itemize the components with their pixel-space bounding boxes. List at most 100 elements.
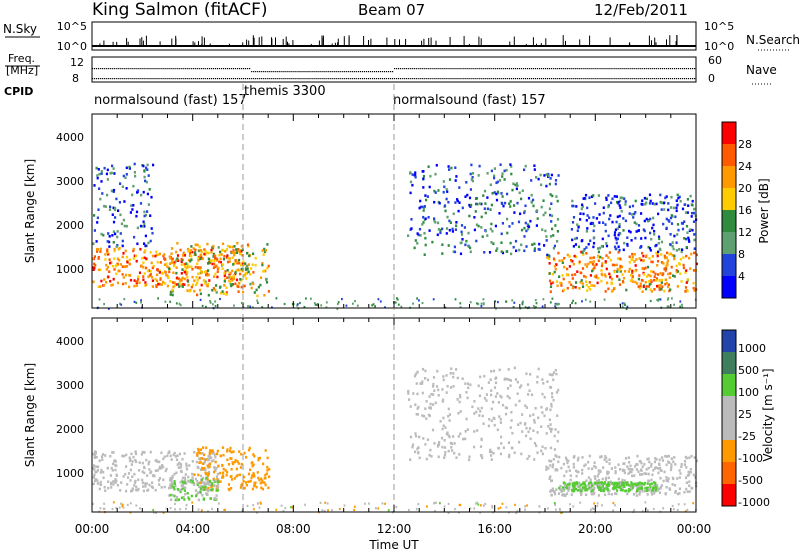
velocity-echo-cell — [555, 391, 559, 394]
velocity-echo-cell — [685, 481, 688, 484]
velocity-echo-cell — [447, 434, 450, 437]
freq-point — [547, 68, 549, 70]
velocity-echo-cell — [526, 457, 529, 461]
velocity-echo-cell — [550, 427, 553, 431]
power-colorbar-label: Power [dB] — [757, 178, 771, 243]
power-echo-cell — [155, 253, 158, 257]
velocity-echo-cell — [208, 454, 211, 457]
power-echo-cell — [536, 217, 539, 220]
nave-point — [357, 78, 359, 80]
velocity-echo-cell — [94, 478, 97, 481]
power-echo-cell — [108, 258, 111, 261]
power-echo-cell — [523, 235, 526, 238]
nave-point — [311, 78, 313, 80]
velocity-echo-cell — [450, 446, 453, 449]
power-echo-cell — [523, 249, 526, 253]
velocity-echo-cell — [652, 489, 655, 492]
velocity-echo-cell — [119, 489, 122, 492]
power-echo-cell — [158, 271, 161, 274]
velocity-echo-cell — [456, 376, 459, 380]
velocity-echo-cell — [593, 464, 596, 468]
freq-point — [408, 68, 410, 70]
velocity-echo-cell — [206, 493, 209, 496]
velocity-echo-cell — [690, 454, 693, 458]
power-echo-cell — [641, 267, 644, 270]
nave-point — [265, 78, 267, 80]
power-colorbar-swatch — [722, 276, 736, 299]
power-echo-cell — [648, 283, 651, 286]
nave-point — [172, 78, 174, 80]
velocity-echo-cell — [257, 502, 259, 505]
power-echo-cell — [670, 265, 673, 269]
power-echo-cell — [135, 254, 138, 258]
power-echo-cell — [633, 212, 636, 216]
power-echo-cell — [585, 283, 588, 287]
velocity-echo-cell — [409, 458, 412, 461]
power-echo-cell — [601, 262, 604, 265]
velocity-echo-cell — [510, 446, 513, 450]
power-echo-cell — [631, 271, 634, 275]
power-echo-cell — [623, 197, 626, 200]
power-echo-cell — [183, 283, 186, 286]
velocity-echo-cell — [483, 397, 487, 400]
freq-point — [573, 68, 575, 70]
velocity-echo-cell — [110, 486, 113, 489]
power-echo-cell — [623, 302, 626, 305]
power-echo-cell — [682, 266, 685, 270]
power-echo-cell — [534, 299, 537, 302]
power-echo-cell — [183, 277, 186, 281]
power-echo-cell — [630, 239, 633, 242]
power-echo-cell — [470, 203, 473, 207]
velocity-echo-cell — [516, 509, 519, 513]
velocity-echo-cell — [436, 369, 439, 373]
velocity-echo-cell — [327, 509, 329, 512]
power-echo-cell — [605, 242, 608, 245]
power-echo-cell — [166, 274, 169, 278]
power-echo-cell — [448, 178, 452, 181]
velocity-echo-cell — [588, 486, 591, 490]
velocity-echo-cell — [203, 453, 206, 457]
power-echo-cell — [511, 188, 514, 192]
nave-point — [114, 78, 116, 80]
velocity-echo-cell — [497, 507, 500, 510]
power-echo-cell — [132, 247, 135, 251]
velocity-echo-cell — [205, 488, 208, 491]
power-echo-cell — [144, 281, 147, 284]
freq-point — [343, 71, 345, 73]
velocity-echo-cell — [129, 468, 132, 472]
power-echo-cell — [602, 211, 605, 215]
power-colorbar-swatch — [722, 188, 736, 211]
power-echo-cell — [172, 285, 175, 289]
freq-point — [458, 68, 460, 70]
power-echo-cell — [571, 286, 574, 290]
power-echo-cell — [439, 228, 442, 232]
velocity-ytick-1000: 1000 — [56, 467, 84, 480]
power-echo-cell — [641, 203, 644, 206]
velocity-echo-cell — [547, 466, 550, 470]
power-echo-cell — [159, 261, 162, 264]
velocity-echo-cell — [576, 458, 579, 462]
velocity-echo-cell — [536, 381, 539, 384]
velocity-echo-cell — [529, 414, 532, 418]
power-echo-cell — [663, 208, 666, 211]
velocity-echo-cell — [213, 467, 217, 471]
velocity-echo-cell — [96, 479, 99, 482]
velocity-echo-cell — [499, 417, 502, 421]
power-echo-cell — [500, 232, 503, 236]
power-echo-cell — [515, 187, 518, 191]
power-echo-cell — [486, 172, 489, 175]
velocity-echo-cell — [191, 478, 194, 482]
nave-point — [267, 78, 269, 80]
power-echo-cell — [157, 297, 159, 300]
power-echo-cell — [616, 237, 619, 241]
nave-point — [444, 78, 446, 80]
power-echo-cell — [693, 247, 696, 250]
velocity-echo-cell — [533, 421, 536, 424]
power-echo-cell — [524, 164, 527, 168]
velocity-echo-cell — [643, 481, 646, 485]
velocity-echo-cell — [453, 451, 456, 455]
velocity-echo-cell — [243, 451, 246, 455]
power-echo-cell — [341, 298, 343, 301]
power-echo-cell — [159, 278, 162, 281]
power-echo-cell — [129, 274, 132, 277]
